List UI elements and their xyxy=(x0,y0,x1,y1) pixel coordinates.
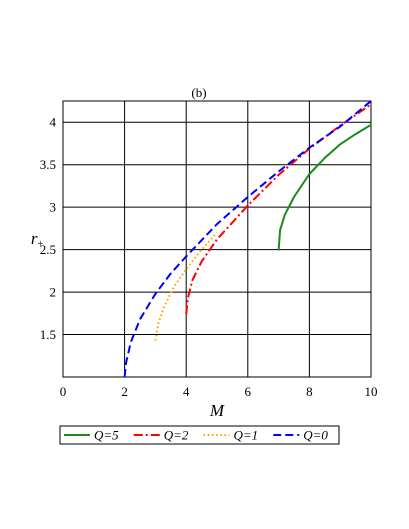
legend-box xyxy=(59,425,340,445)
series-line-4 xyxy=(123,100,372,378)
legend-label-1: Q=5 xyxy=(94,428,119,443)
y-tick-label: 3.5 xyxy=(40,157,56,172)
y-tick-label: 4 xyxy=(50,115,57,130)
y-tick-label: 3 xyxy=(50,200,57,215)
y-tick-labels: 1.5 2 2.5 3 3.5 4 xyxy=(40,115,57,342)
series-line-3 xyxy=(154,231,218,341)
series-line-2 xyxy=(185,103,372,315)
y-axis-title: r+ xyxy=(31,229,44,250)
y-tick-label: 2 xyxy=(50,285,57,300)
y-tick-label: 1.5 xyxy=(40,327,56,342)
y-tick-label: 2.5 xyxy=(40,242,56,257)
x-tick-label: 8 xyxy=(306,384,313,399)
x-tick-label: 6 xyxy=(245,384,252,399)
legend-label-2: Q=2 xyxy=(164,428,189,443)
series-line-1 xyxy=(277,123,372,251)
plot-area xyxy=(62,100,372,378)
legend: Q=5 Q=2 Q=1 Q=0 xyxy=(59,425,340,445)
grid xyxy=(63,101,371,377)
series-layer xyxy=(123,100,372,378)
legend-label-4: Q=0 xyxy=(303,428,328,443)
x-axis-title: M xyxy=(209,401,225,420)
x-tick-label: 4 xyxy=(183,384,190,399)
x-tick-label: 2 xyxy=(121,384,128,399)
x-tick-labels: 0 2 4 6 8 10 xyxy=(60,384,378,399)
chart-title: (b) xyxy=(191,85,206,100)
x-tick-label: 0 xyxy=(60,384,67,399)
legend-label-3: Q=1 xyxy=(234,428,259,443)
x-tick-label: 10 xyxy=(365,384,378,399)
